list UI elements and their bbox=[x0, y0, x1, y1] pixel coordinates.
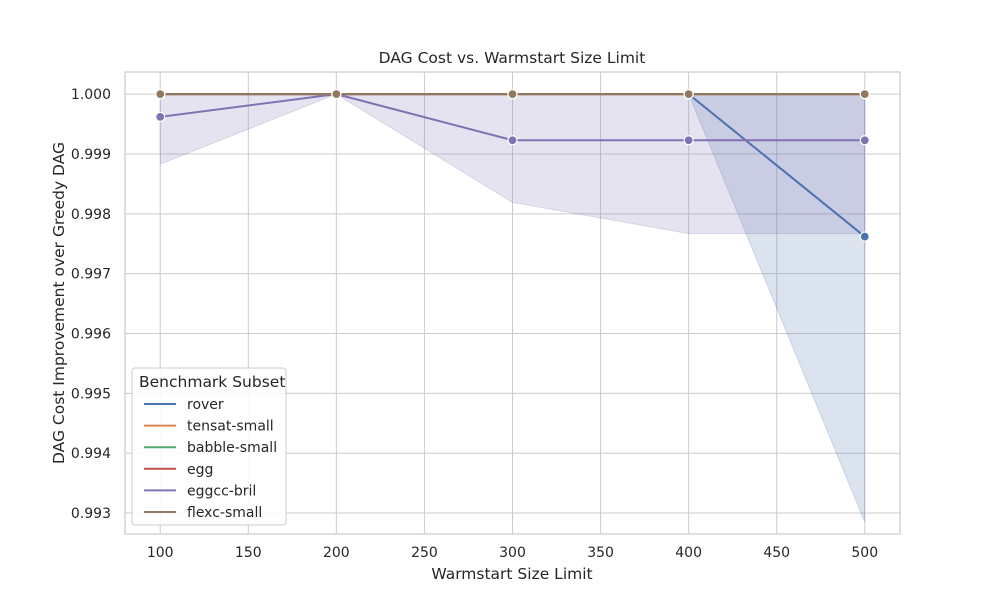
legend-items: rover tensat-small babble-small egg eggcc-br… bbox=[144, 397, 277, 521]
y-tick-labels: 0.993 0.994 0.995 0.996 0.997 0.998 0.999 1.000 bbox=[71, 87, 111, 522]
legend-label-egg: egg bbox=[187, 462, 213, 478]
x-tick-label: 450 bbox=[763, 545, 790, 561]
x-axis-label: Warmstart Size Limit bbox=[431, 565, 592, 583]
y-tick-label: 0.996 bbox=[71, 327, 111, 343]
legend: Benchmark Subset rover tensat-small babble… bbox=[131, 367, 287, 526]
point-flexc-small bbox=[683, 89, 694, 100]
point-eggcc-bril bbox=[683, 135, 694, 146]
y-tick-label: 0.993 bbox=[71, 506, 111, 522]
x-tick-label: 100 bbox=[147, 545, 174, 561]
point-rover bbox=[859, 231, 870, 242]
point-flexc-small bbox=[859, 89, 870, 100]
point-eggcc-bril bbox=[859, 135, 870, 146]
point-flexc-small bbox=[331, 89, 342, 100]
series-points bbox=[155, 89, 870, 242]
y-tick-label: 0.997 bbox=[71, 267, 111, 283]
x-tick-labels: 100 150 200 250 300 350 400 450 500 bbox=[147, 545, 878, 561]
x-tick-label: 350 bbox=[587, 545, 614, 561]
chart-title: DAG Cost vs. Warmstart Size Limit bbox=[379, 49, 646, 67]
x-tick-label: 400 bbox=[675, 545, 702, 561]
legend-label-eggcc-bril: eggcc-bril bbox=[187, 483, 256, 499]
legend-label-rover: rover bbox=[187, 397, 224, 413]
y-tick-label: 0.998 bbox=[71, 207, 111, 223]
y-tick-label: 1.000 bbox=[71, 87, 111, 103]
grid bbox=[125, 72, 900, 534]
point-flexc-small bbox=[155, 89, 166, 100]
y-tick-label: 0.995 bbox=[71, 386, 111, 402]
point-flexc-small bbox=[507, 89, 518, 100]
y-tick-label: 0.994 bbox=[71, 446, 111, 462]
x-tick-label: 300 bbox=[499, 545, 526, 561]
legend-label-babble-small: babble-small bbox=[187, 440, 277, 456]
y-tick-label: 0.999 bbox=[71, 147, 111, 163]
x-tick-label: 500 bbox=[851, 545, 878, 561]
legend-box bbox=[131, 367, 287, 526]
legend-label-tensat-small: tensat-small bbox=[187, 419, 274, 435]
legend-label-flexc-small: flexc-small bbox=[187, 505, 262, 521]
point-eggcc-bril bbox=[155, 111, 166, 122]
x-tick-label: 200 bbox=[323, 545, 350, 561]
legend-title: Benchmark Subset bbox=[139, 373, 285, 391]
x-tick-label: 150 bbox=[235, 545, 262, 561]
plot-frame bbox=[124, 71, 901, 535]
x-tick-label: 250 bbox=[411, 545, 438, 561]
point-eggcc-bril bbox=[507, 135, 518, 146]
y-axis-label: DAG Cost Improvement over Greedy DAG bbox=[50, 142, 68, 464]
